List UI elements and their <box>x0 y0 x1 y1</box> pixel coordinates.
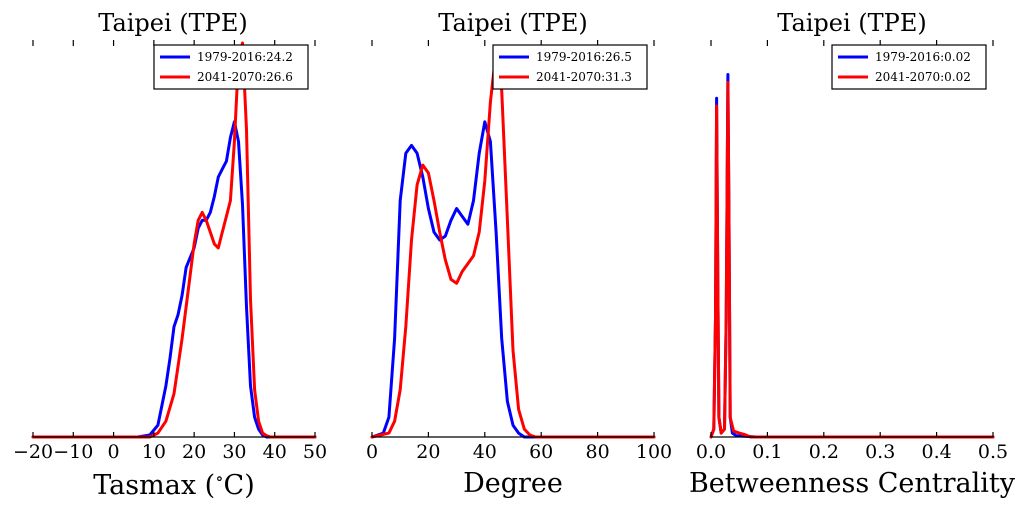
panel-2: Taipei (TPE) 0 20 40 60 80 100 Degree 1979-20… <box>366 9 672 499</box>
panel-2-x-tick-label: 0 <box>366 441 378 463</box>
panel-1-x-ticks: −20 −10 0 10 20 30 40 50 <box>13 40 327 463</box>
panel-1-x-tick-label: 0 <box>108 441 120 463</box>
panel-2-x-tick-label: 100 <box>636 441 672 463</box>
panel-2-series-2-line <box>370 49 656 439</box>
panel-2-legend-label-1: 1979-2016:26.5 <box>536 50 632 64</box>
panel-2-x-ticks: 0 20 40 60 80 100 <box>366 40 672 463</box>
panel-2-legend-label-2: 2041-2070:31.3 <box>536 70 632 84</box>
panel-3-legend: 1979-2016:0.02 2041-2070:0.02 <box>831 44 987 90</box>
panel-1-title: Taipei (TPE) <box>98 9 247 37</box>
panel-1-x-tick-label: −20 <box>13 441 53 463</box>
panel-3-legend-label-2: 2041-2070:0.02 <box>875 70 971 84</box>
panel-3-legend-label-1: 1979-2016:0.02 <box>875 50 971 64</box>
panel-1-series-2-line <box>31 41 317 439</box>
panel-2-x-label: Degree <box>463 468 563 499</box>
panel-2-x-tick-label: 60 <box>529 441 553 463</box>
panel-2-x-tick-label: 20 <box>416 441 440 463</box>
panel-3: Taipei (TPE) 0.0 0.1 0.2 0.3 0.4 0.5 Betweenn… <box>689 9 1016 499</box>
panel-2-legend: 1979-2016:26.5 2041-2070:31.3 <box>492 44 648 90</box>
panel-1-legend-label-1: 1979-2016:24.2 <box>197 50 293 64</box>
panel-3-series-1-line <box>709 73 995 439</box>
panel-1-x-tick-label: 20 <box>182 441 206 463</box>
panel-3-series-2-line <box>709 80 995 439</box>
panel-1-legend: 1979-2016:24.2 2041-2070:26.6 <box>153 44 309 90</box>
panel-3-x-tick-label: 0.5 <box>978 441 1008 463</box>
panel-1-legend-label-2: 2041-2070:26.6 <box>197 70 293 84</box>
panel-1-x-tick-label: −10 <box>53 441 93 463</box>
panel-3-x-tick-label: 0.3 <box>865 441 895 463</box>
panel-3-title: Taipei (TPE) <box>777 9 926 37</box>
panel-3-x-tick-label: 0.2 <box>809 441 839 463</box>
panel-1-plot-area <box>31 41 317 439</box>
panel-1-legend-box <box>153 44 309 90</box>
panel-1-x-tick-label: 40 <box>263 441 287 463</box>
panel-3-x-tick-label: 0.1 <box>752 441 782 463</box>
panel-3-legend-box <box>831 44 987 90</box>
panel-2-x-tick-label: 80 <box>586 441 610 463</box>
panel-3-x-label: Betweenness Centrality <box>689 468 1016 499</box>
panel-1-series-1-line <box>31 120 317 439</box>
panel-3-x-ticks: 0.0 0.1 0.2 0.3 0.4 0.5 <box>696 40 1008 463</box>
panel-2-series-1-line <box>370 120 656 439</box>
panel-1-x-label-main: Tasmax ( <box>93 470 215 501</box>
panel-2-x-tick-label: 40 <box>473 441 497 463</box>
panel-1-x-tick-label: 30 <box>222 441 246 463</box>
panel-2-plot-area <box>370 49 656 439</box>
panel-3-x-tick-label: 0.0 <box>696 441 726 463</box>
panel-2-title: Taipei (TPE) <box>438 9 587 37</box>
panel-1: Taipei (TPE) −20 −10 0 10 20 30 40 50 Tasmax (∘… <box>13 9 327 501</box>
panel-1-x-tick-label: 50 <box>303 441 327 463</box>
panel-3-x-tick-label: 0.4 <box>921 441 951 463</box>
panel-1-x-label-unit: C) <box>224 470 255 501</box>
panel-2-legend-box <box>492 44 648 90</box>
panel-3-plot-area <box>709 73 995 439</box>
panel-1-x-label: Tasmax (∘C) <box>93 469 254 501</box>
panel-1-x-tick-label: 10 <box>142 441 166 463</box>
panel-1-x-label-degree: ∘ <box>215 469 223 489</box>
